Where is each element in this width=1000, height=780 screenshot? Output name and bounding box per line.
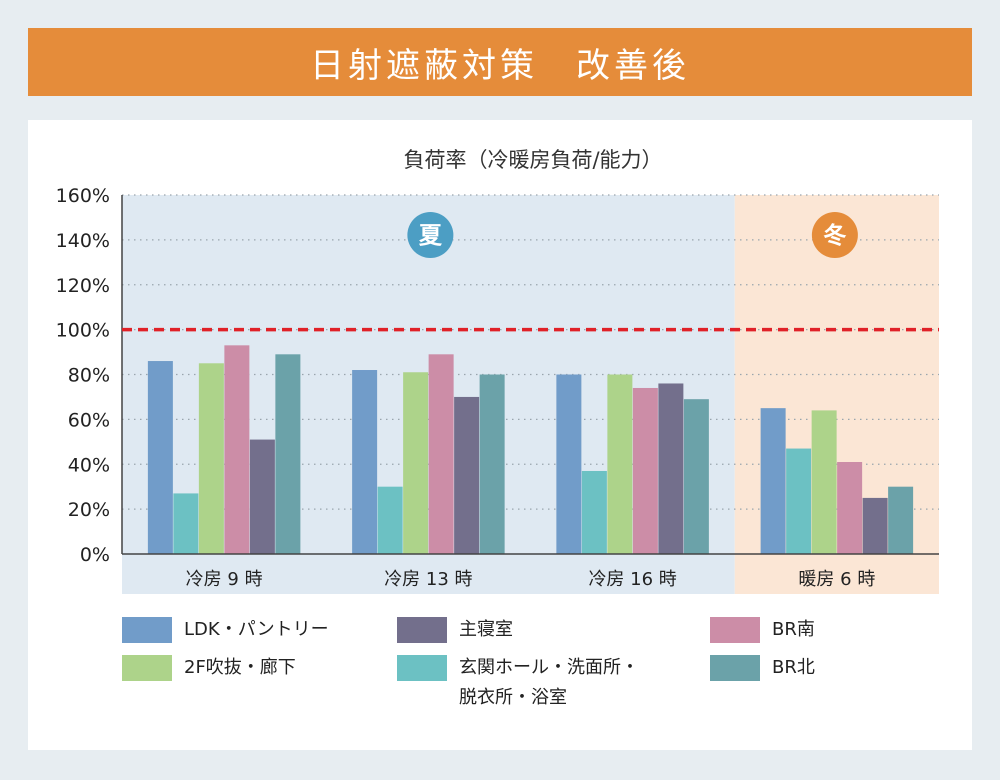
- y-tick-label: 120%: [56, 275, 110, 297]
- bar: [198, 363, 224, 554]
- legend-swatch: [122, 655, 172, 681]
- bar: [454, 396, 480, 554]
- bar: [632, 387, 658, 554]
- bar: [479, 374, 505, 554]
- legend-swatch: [710, 655, 760, 681]
- y-tick-label: 40%: [68, 454, 110, 476]
- legend-label: BR北: [772, 653, 815, 683]
- legend-label-line: 2F吹抜・廊下: [184, 657, 296, 678]
- y-tick-label: 60%: [68, 409, 110, 431]
- legend-label: BR南: [772, 615, 815, 645]
- title-banner: 日射遮蔽対策 改善後: [28, 28, 972, 96]
- bar: [352, 370, 378, 554]
- chart-title: 負荷率（冷暖房負荷/能力）: [403, 148, 662, 172]
- legend-label-line: BR北: [772, 657, 815, 678]
- y-tick-label: 80%: [68, 365, 110, 387]
- bar: [760, 408, 786, 554]
- bar: [658, 383, 684, 554]
- season-badge-label: 夏: [419, 223, 443, 249]
- legend-swatch: [122, 617, 172, 643]
- bar: [786, 448, 812, 554]
- legend-item: BR北: [710, 655, 815, 683]
- y-tick-label: 160%: [56, 185, 110, 207]
- bar: [275, 354, 301, 554]
- x-tick-label: 冷房 16 時: [588, 569, 676, 590]
- season-badge: [811, 212, 858, 258]
- legend-label: LDK・パントリー: [184, 615, 329, 645]
- legend-swatch: [710, 617, 760, 643]
- bar: [428, 354, 454, 554]
- bar: [811, 410, 837, 554]
- bar: [683, 399, 709, 554]
- legend-item: 2F吹抜・廊下: [122, 655, 296, 683]
- legend-label: 主寝室: [459, 615, 513, 645]
- bar: [403, 372, 429, 554]
- legend-swatch: [397, 617, 447, 643]
- bar: [377, 486, 403, 554]
- y-tick-label: 100%: [56, 320, 110, 342]
- bar: [224, 345, 250, 554]
- bar: [581, 470, 607, 554]
- season-region: [122, 195, 735, 594]
- legend-item: BR南: [710, 617, 815, 645]
- bar: [556, 374, 582, 554]
- legend-label-line: BR南: [772, 619, 815, 640]
- season-badge-label: 冬: [823, 222, 846, 249]
- legend-label: 玄関ホール・洗面所・ 脱衣所・浴室: [459, 653, 639, 713]
- bar: [862, 497, 888, 554]
- y-tick-label: 140%: [56, 230, 110, 252]
- legend-item: 主寝室: [397, 617, 513, 645]
- legend-item: 玄関ホール・洗面所・ 脱衣所・浴室: [397, 655, 639, 713]
- legend-label-line: 主寝室: [459, 619, 513, 640]
- chart-card: 0% 20% 40% 60% 80% 100% 120% 140% 160% 冷房 9 時 冷房 1…: [28, 120, 972, 750]
- legend-label-line: 玄関ホール・洗面所・: [459, 657, 639, 678]
- bar: [147, 361, 173, 554]
- x-tick-label: 冷房 13 時: [384, 569, 472, 590]
- legend-label-line: 脱衣所・浴室: [459, 687, 567, 708]
- page-title: 日射遮蔽対策 改善後: [310, 45, 690, 86]
- x-tick-label: 冷房 9 時: [186, 569, 263, 590]
- bar: [607, 374, 633, 554]
- bar: [888, 486, 914, 554]
- legend-label: 2F吹抜・廊下: [184, 653, 296, 683]
- x-tick-label: 暖房 6 時: [798, 569, 875, 590]
- bar: [837, 462, 863, 554]
- legend-item: LDK・パントリー: [122, 617, 329, 645]
- season-badge: [407, 212, 454, 258]
- y-tick-label: 0%: [80, 544, 110, 566]
- legend-label-line: LDK・パントリー: [184, 619, 329, 640]
- bar: [249, 439, 275, 554]
- y-tick-label: 20%: [68, 499, 110, 521]
- legend-swatch: [397, 655, 447, 681]
- bar: [173, 493, 199, 554]
- bar-chart: 0% 20% 40% 60% 80% 100% 120% 140% 160% 冷房 9 時 冷房 1…: [56, 148, 939, 594]
